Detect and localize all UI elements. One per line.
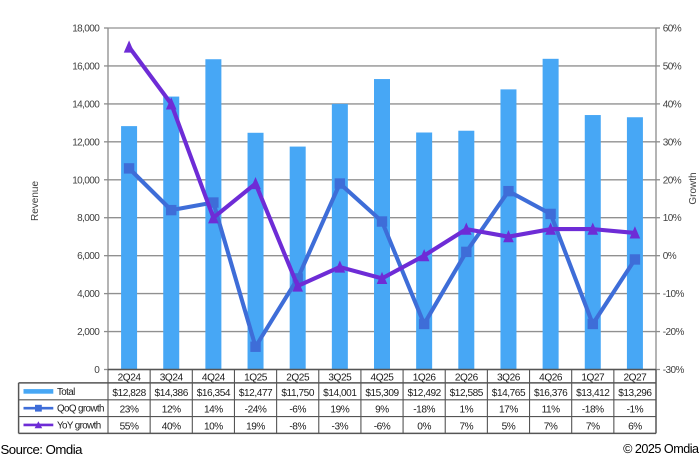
svg-text:8,000: 8,000 [77,213,100,224]
svg-text:18,000: 18,000 [72,24,100,35]
svg-text:$12,828: $12,828 [112,388,146,399]
svg-text:30%: 30% [663,137,682,148]
svg-text:20%: 20% [663,175,682,186]
svg-text:2Q26: 2Q26 [455,373,479,384]
svg-text:$11,750: $11,750 [281,388,314,399]
svg-text:Source: Omdia: Source: Omdia [1,442,84,457]
svg-text:-1%: -1% [627,405,644,416]
svg-text:19%: 19% [330,405,349,416]
svg-text:10%: 10% [204,421,223,432]
svg-text:14,000: 14,000 [72,99,100,110]
svg-text:7%: 7% [586,421,600,432]
svg-text:0%: 0% [663,251,677,262]
svg-text:-24%: -24% [245,405,267,416]
svg-text:© 2025 Omdia: © 2025 Omdia [623,442,699,456]
svg-text:-6%: -6% [374,421,391,432]
svg-text:-10%: -10% [663,289,685,300]
svg-text:0: 0 [94,365,100,376]
svg-text:4,000: 4,000 [77,289,100,300]
svg-text:19%: 19% [246,421,265,432]
svg-text:1Q26: 1Q26 [413,373,437,384]
svg-text:2Q24: 2Q24 [118,373,142,384]
svg-text:17%: 17% [499,405,518,416]
svg-text:2,000: 2,000 [77,327,100,338]
svg-text:-8%: -8% [289,421,306,432]
svg-text:10,000: 10,000 [72,175,100,186]
svg-text:Total: Total [57,387,75,398]
svg-text:60%: 60% [663,24,682,35]
svg-text:1%: 1% [459,405,473,416]
svg-text:6,000: 6,000 [77,251,100,262]
svg-text:-30%: -30% [663,365,685,376]
svg-text:3Q24: 3Q24 [160,373,184,384]
svg-text:QoQ growth: QoQ growth [57,404,104,415]
svg-text:50%: 50% [663,61,682,72]
svg-text:3Q25: 3Q25 [328,373,352,384]
svg-text:4Q25: 4Q25 [371,373,395,384]
svg-text:$14,386: $14,386 [155,388,189,399]
svg-text:23%: 23% [120,405,139,416]
svg-text:$16,354: $16,354 [197,388,231,399]
svg-text:Revenue: Revenue [30,181,41,221]
svg-text:$16,376: $16,376 [534,388,568,399]
svg-text:YoY growth: YoY growth [57,421,101,432]
svg-text:-3%: -3% [332,421,349,432]
svg-text:$12,585: $12,585 [450,388,484,399]
svg-text:2Q25: 2Q25 [286,373,310,384]
svg-text:16,000: 16,000 [72,61,100,72]
svg-text:40%: 40% [162,421,181,432]
svg-text:40%: 40% [663,99,682,110]
svg-text:3Q26: 3Q26 [497,373,521,384]
svg-text:$15,309: $15,309 [365,388,399,399]
svg-text:11%: 11% [542,405,561,416]
svg-text:5%: 5% [502,421,516,432]
svg-text:4Q24: 4Q24 [202,373,226,384]
svg-text:-6%: -6% [289,405,306,416]
svg-text:-20%: -20% [663,327,685,338]
svg-text:Growth: Growth [688,172,699,204]
svg-text:55%: 55% [120,421,139,432]
svg-text:$14,765: $14,765 [492,388,526,399]
svg-text:10%: 10% [663,213,682,224]
svg-text:$12,477: $12,477 [239,388,273,399]
svg-text:1Q27: 1Q27 [581,373,605,384]
svg-text:$13,296: $13,296 [618,388,652,399]
svg-text:1Q25: 1Q25 [244,373,268,384]
svg-text:7%: 7% [459,421,473,432]
svg-text:9%: 9% [375,405,389,416]
svg-text:12%: 12% [162,405,181,416]
svg-text:0%: 0% [417,421,431,432]
svg-text:2Q27: 2Q27 [623,373,647,384]
svg-text:4Q26: 4Q26 [539,373,563,384]
svg-text:12,000: 12,000 [72,137,100,148]
svg-text:14%: 14% [204,405,223,416]
svg-text:$12,492: $12,492 [407,388,441,399]
svg-text:-18%: -18% [582,405,604,416]
svg-text:-18%: -18% [413,405,435,416]
svg-text:6%: 6% [628,421,642,432]
svg-text:$14,001: $14,001 [323,388,357,399]
svg-text:7%: 7% [544,421,558,432]
svg-text:$13,412: $13,412 [576,388,610,399]
